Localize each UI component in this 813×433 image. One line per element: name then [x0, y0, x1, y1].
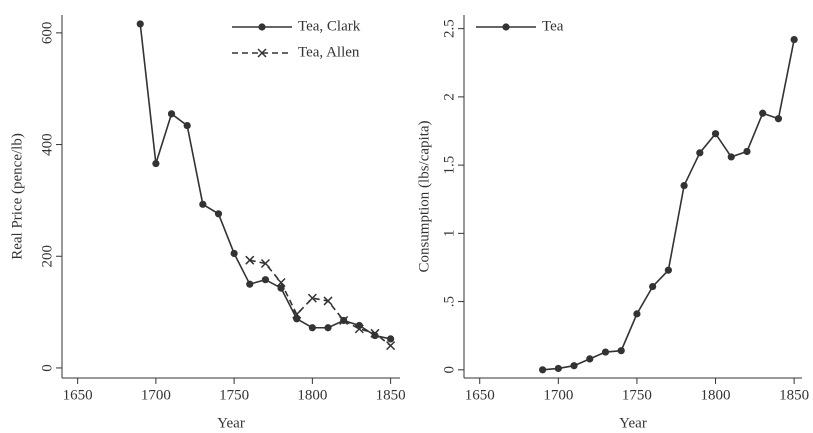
point [387, 335, 395, 343]
point [696, 149, 704, 157]
y-tick-label: 200 [39, 245, 55, 268]
point [339, 315, 349, 326]
legend-marker [258, 23, 266, 31]
point [183, 121, 191, 130]
point [554, 364, 562, 373]
y-tick-label: 2.5 [441, 19, 457, 38]
y-tick-label: 1 [441, 230, 457, 238]
legend-label: Tea, Clark [298, 18, 361, 34]
point [759, 109, 767, 117]
point [649, 282, 657, 291]
point [308, 324, 316, 332]
legend-marker [257, 48, 267, 58]
x-tick-label: 1650 [63, 387, 93, 403]
point [386, 341, 396, 351]
x-tick-label: 1650 [465, 387, 495, 403]
point [292, 309, 302, 319]
point [617, 347, 625, 355]
legend-label: Tea [542, 18, 564, 34]
y-tick-label: 600 [39, 22, 55, 45]
series-line [139, 23, 391, 340]
point [246, 280, 254, 288]
legend-marker [502, 23, 510, 31]
y-axis-label: Consumption (lbs/capita) [416, 120, 432, 272]
y-tick-label: 0 [441, 366, 457, 374]
point [664, 266, 672, 274]
point [230, 249, 238, 258]
point [601, 348, 610, 356]
point [743, 147, 751, 156]
x-tick-label: 1750 [219, 387, 249, 403]
point [261, 276, 270, 284]
point [354, 324, 364, 334]
point [323, 296, 333, 306]
point [586, 355, 594, 363]
x-tick-label: 1800 [701, 387, 731, 403]
series-line [542, 39, 795, 371]
point [214, 210, 223, 218]
point [260, 258, 270, 269]
point [370, 328, 380, 338]
point [307, 293, 317, 303]
point [790, 35, 798, 44]
x-axis-label: Year [619, 415, 647, 431]
x-tick-label: 1850 [376, 387, 406, 403]
x-tick-label: 1700 [543, 387, 573, 403]
x-tick-label: 1700 [141, 387, 171, 403]
point [136, 20, 144, 28]
x-axis-label: Year [217, 415, 245, 431]
point [167, 110, 176, 118]
point [245, 255, 255, 265]
point [152, 159, 160, 168]
x-tick-label: 1800 [297, 387, 327, 403]
series-line [249, 259, 392, 347]
point [727, 153, 735, 161]
point [633, 310, 641, 318]
y-tick-label: 400 [39, 133, 55, 156]
y-tick-label: .5 [441, 296, 457, 307]
y-axis-label: Real Price (pence/lb) [9, 133, 25, 260]
x-tick-label: 1850 [779, 387, 809, 403]
point [324, 324, 332, 332]
y-tick-label: 2 [441, 93, 457, 101]
x-tick-label: 1750 [622, 387, 652, 403]
point [774, 115, 783, 123]
y-tick-label: 1.5 [441, 156, 457, 175]
point [539, 366, 547, 374]
point [680, 181, 688, 190]
point [570, 362, 578, 370]
point [711, 130, 720, 138]
y-tick-label: 0 [39, 364, 55, 372]
point [276, 277, 286, 288]
point [199, 200, 207, 208]
legend-label: Tea, Allen [298, 44, 360, 60]
